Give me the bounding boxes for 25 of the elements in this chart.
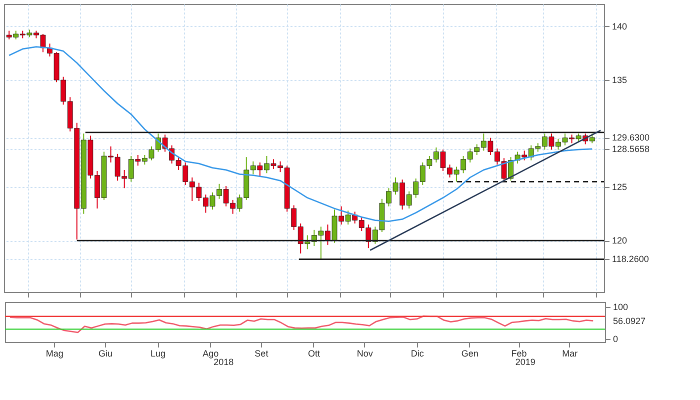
x-tick-label: Lug bbox=[150, 348, 166, 358]
y-tick-label: 129.6300 bbox=[612, 132, 650, 143]
x-tick-label: Set bbox=[254, 348, 269, 358]
y-tick-label: 125 bbox=[612, 182, 628, 192]
line-series bbox=[8, 46, 593, 222]
x-tick-label: Feb bbox=[511, 348, 527, 358]
y-tick-label: 118.2600 bbox=[612, 254, 649, 264]
y-tick-label: 135 bbox=[612, 75, 628, 86]
x2-tick-label: 2018 bbox=[214, 357, 234, 367]
y-tick-label: 120 bbox=[612, 236, 628, 246]
y-tick-label: 100 bbox=[613, 302, 628, 312]
x-tick-label: Mar bbox=[562, 348, 578, 358]
x-tick-label: Giu bbox=[98, 348, 113, 358]
x-tick-label: Mag bbox=[46, 348, 64, 358]
y-tick-label: 140 bbox=[612, 21, 628, 32]
y-tick-label: 56.0927 bbox=[613, 316, 646, 326]
x2-tick-label: 2019 bbox=[515, 357, 536, 367]
x-tick-label: Nov bbox=[356, 348, 374, 358]
x-tick-label: Gen bbox=[461, 348, 478, 358]
y-tick-label: 128.5658 bbox=[612, 144, 650, 154]
x-tick-label: Ago bbox=[202, 348, 219, 358]
line-series bbox=[9, 315, 594, 334]
y-tick-label: 0 bbox=[613, 334, 618, 344]
x-tick-label: Ott bbox=[308, 348, 320, 358]
x-tick-label: Dic bbox=[410, 348, 424, 358]
